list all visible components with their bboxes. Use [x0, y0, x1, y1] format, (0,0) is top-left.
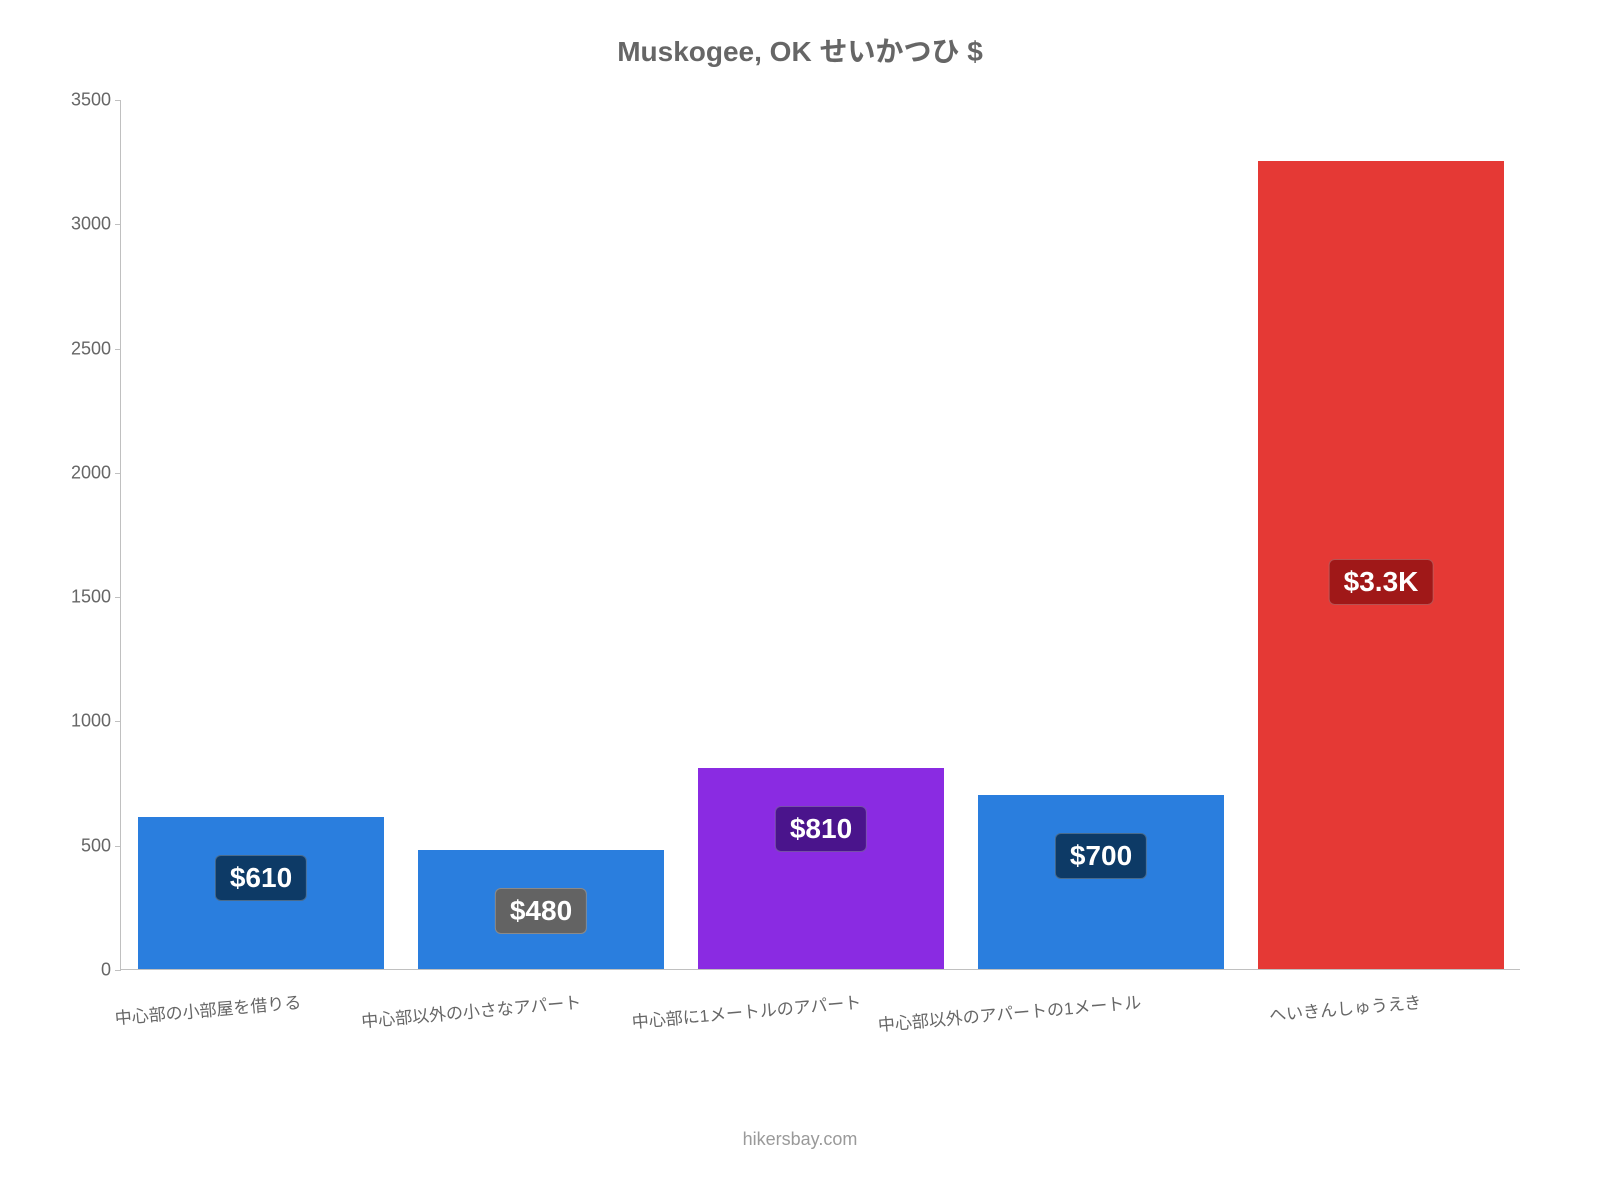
x-axis-category-label: 中心部以外のアパートの1メートル	[877, 988, 1142, 1036]
y-axis-tick-mark	[115, 100, 121, 101]
y-axis-tick-label: 3000	[51, 214, 111, 235]
y-axis-tick-mark	[115, 721, 121, 722]
x-axis-category-label: へいきんしゅうえき	[1268, 988, 1422, 1026]
bar-value-label: $480	[495, 888, 587, 934]
y-axis-tick-label: 2000	[51, 462, 111, 483]
y-axis-tick-label: 1000	[51, 711, 111, 732]
plot-area: 0500100015002000250030003500$610中心部の小部屋を…	[120, 100, 1520, 970]
bar-value-label: $810	[775, 806, 867, 852]
y-axis-tick-mark	[115, 597, 121, 598]
y-axis-tick-mark	[115, 846, 121, 847]
footer-credit: hikersbay.com	[40, 1129, 1560, 1150]
bar-value-label: $700	[1055, 833, 1147, 879]
x-axis-category-label: 中心部の小部屋を借りる	[114, 988, 302, 1029]
y-axis-tick-mark	[115, 970, 121, 971]
chart-container: Muskogee, OK せいかつひ $ 0500100015002000250…	[40, 20, 1560, 1180]
y-axis-tick-label: 500	[51, 835, 111, 856]
x-axis-category-label: 中心部以外の小さなアパート	[360, 988, 582, 1032]
x-axis-category-label: 中心部に1メートルのアパート	[631, 988, 862, 1033]
bar	[698, 768, 944, 969]
bar-value-label: $610	[215, 855, 307, 901]
y-axis-tick-label: 0	[51, 960, 111, 981]
y-axis-tick-label: 3500	[51, 90, 111, 111]
bar	[978, 795, 1224, 969]
y-axis-tick-label: 1500	[51, 587, 111, 608]
chart-title: Muskogee, OK せいかつひ $	[40, 30, 1560, 70]
y-axis-tick-mark	[115, 349, 121, 350]
bar-value-label: $3.3K	[1329, 559, 1434, 605]
y-axis-tick-mark	[115, 473, 121, 474]
y-axis-tick-label: 2500	[51, 338, 111, 359]
y-axis-tick-mark	[115, 224, 121, 225]
